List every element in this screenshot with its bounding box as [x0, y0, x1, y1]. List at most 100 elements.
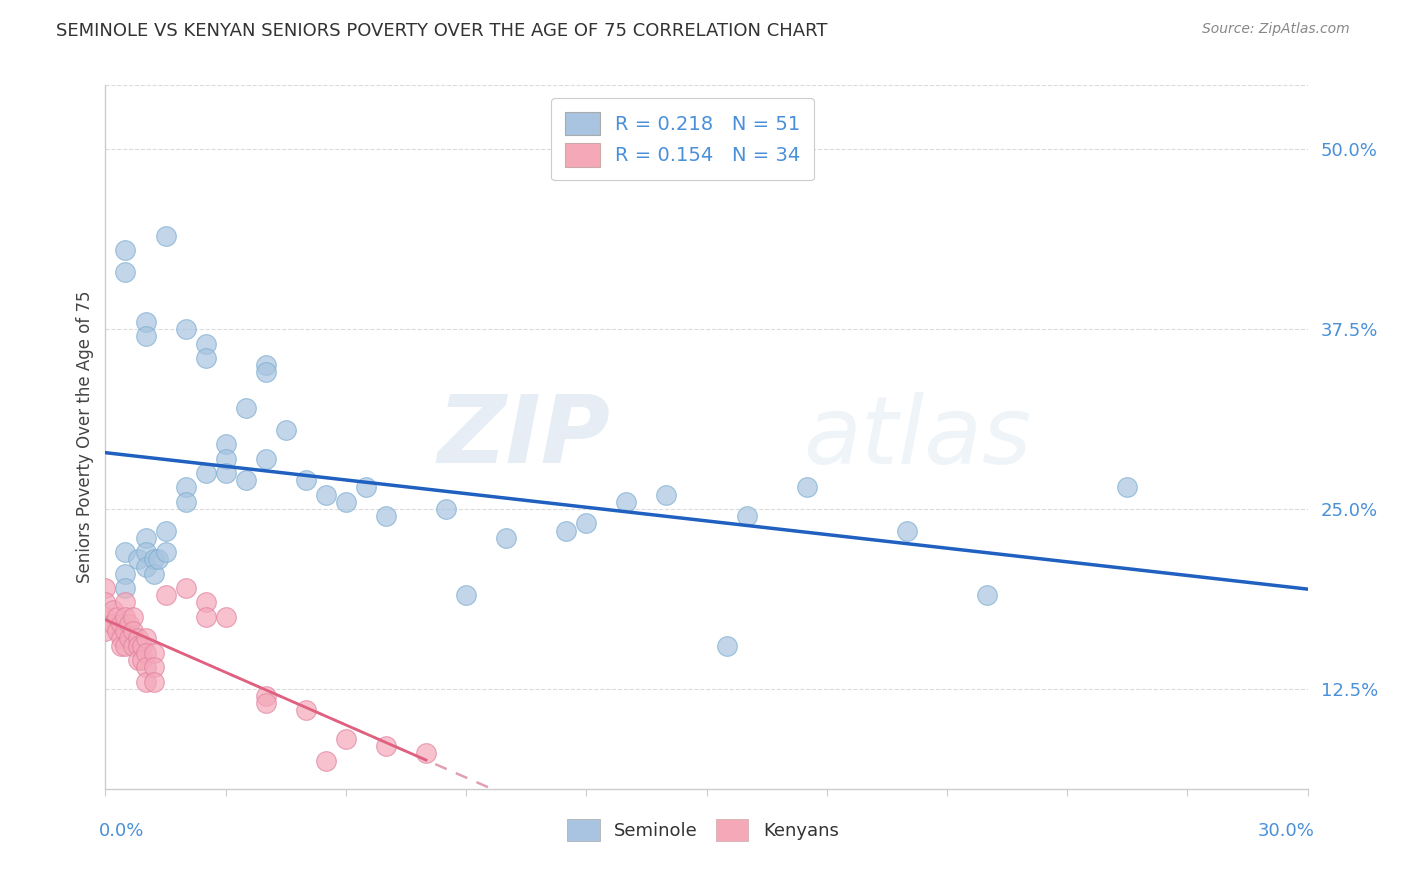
Point [735, 509, 758, 524]
Point [135, 559, 157, 574]
Point [716, 639, 738, 653]
Point [135, 329, 157, 343]
Point [194, 336, 217, 351]
Point [114, 566, 136, 581]
Point [114, 610, 136, 624]
Point [114, 624, 136, 639]
Point [1116, 480, 1139, 494]
Point [146, 552, 169, 566]
Point [142, 660, 165, 674]
Point [254, 365, 277, 379]
Point [415, 747, 437, 761]
Point [214, 437, 236, 451]
Point [114, 545, 136, 559]
Text: 30.0%: 30.0% [1258, 822, 1315, 840]
Point [194, 351, 217, 365]
Point [495, 531, 517, 545]
Point [110, 639, 132, 653]
Point [434, 502, 457, 516]
Point [616, 495, 638, 509]
Text: SEMINOLE VS KENYAN SENIORS POVERTY OVER THE AGE OF 75 CORRELATION CHART: SEMINOLE VS KENYAN SENIORS POVERTY OVER … [56, 22, 828, 40]
Point [122, 639, 145, 653]
Y-axis label: Seniors Poverty Over the Age of 75: Seniors Poverty Over the Age of 75 [76, 291, 94, 583]
Point [142, 552, 165, 566]
Point [295, 703, 318, 717]
Point [456, 588, 478, 602]
Point [142, 646, 165, 660]
Point [575, 516, 598, 531]
Point [214, 610, 236, 624]
Point [118, 632, 141, 646]
Text: ZIP: ZIP [437, 391, 610, 483]
Point [235, 401, 257, 416]
Point [107, 610, 129, 624]
Point [122, 610, 145, 624]
Point [194, 595, 217, 609]
Point [214, 466, 236, 480]
Point [94, 624, 117, 639]
Point [174, 322, 197, 336]
Point [127, 632, 149, 646]
Point [135, 531, 157, 545]
Point [135, 660, 157, 674]
Point [122, 624, 145, 639]
Point [254, 451, 277, 466]
Point [127, 653, 149, 667]
Point [976, 588, 998, 602]
Point [655, 487, 678, 501]
Point [114, 581, 136, 595]
Point [555, 524, 578, 538]
Point [254, 696, 277, 710]
Point [315, 754, 337, 768]
Point [114, 265, 136, 279]
Point [114, 595, 136, 609]
Point [118, 617, 141, 632]
Point [375, 739, 398, 754]
Point [127, 639, 149, 653]
Point [254, 689, 277, 703]
Point [103, 602, 125, 616]
Point [155, 524, 177, 538]
Point [274, 423, 297, 437]
Point [135, 646, 157, 660]
Text: 0.0%: 0.0% [98, 822, 143, 840]
Text: Source: ZipAtlas.com: Source: ZipAtlas.com [1202, 22, 1350, 37]
Point [254, 358, 277, 372]
Point [375, 509, 398, 524]
Point [142, 674, 165, 689]
Point [110, 632, 132, 646]
Point [896, 524, 918, 538]
Point [174, 480, 197, 494]
Point [103, 617, 125, 632]
Point [295, 473, 318, 487]
Point [135, 315, 157, 329]
Point [796, 480, 818, 494]
Point [94, 581, 117, 595]
Point [155, 228, 177, 243]
Point [114, 243, 136, 257]
Point [315, 487, 337, 501]
Legend: R = 0.218   N = 51, R = 0.154   N = 34: R = 0.218 N = 51, R = 0.154 N = 34 [551, 98, 814, 180]
Point [155, 545, 177, 559]
Point [235, 473, 257, 487]
Point [194, 466, 217, 480]
Point [94, 595, 117, 609]
Point [335, 495, 357, 509]
Point [131, 639, 153, 653]
Point [114, 639, 136, 653]
Point [335, 732, 357, 747]
Point [214, 451, 236, 466]
Legend: Seminole, Kenyans: Seminole, Kenyans [557, 808, 849, 852]
Point [135, 632, 157, 646]
Text: atlas: atlas [803, 392, 1031, 483]
Point [174, 581, 197, 595]
Point [131, 653, 153, 667]
Point [94, 610, 117, 624]
Point [135, 674, 157, 689]
Point [127, 552, 149, 566]
Point [155, 588, 177, 602]
Point [110, 617, 132, 632]
Point [354, 480, 377, 494]
Point [194, 610, 217, 624]
Point [135, 545, 157, 559]
